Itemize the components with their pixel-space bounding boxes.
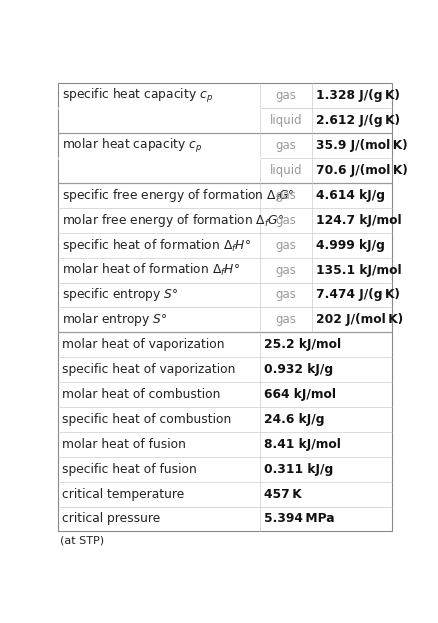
Text: 4.614 kJ/g: 4.614 kJ/g [315,189,384,202]
Text: 35.9 J/(mol K): 35.9 J/(mol K) [315,139,406,152]
Text: gas: gas [275,239,296,252]
Text: 1.328 J/(g K): 1.328 J/(g K) [315,89,399,102]
Text: molar free energy of formation $\Delta_f G°$: molar free energy of formation $\Delta_f… [62,212,284,229]
Text: 135.1 kJ/mol: 135.1 kJ/mol [315,264,400,277]
Text: 0.932 kJ/g: 0.932 kJ/g [264,363,332,376]
Text: gas: gas [275,313,296,326]
Text: specific heat of combustion: specific heat of combustion [62,413,231,426]
Text: specific entropy $S°$: specific entropy $S°$ [62,287,178,303]
Text: 24.6 kJ/g: 24.6 kJ/g [264,413,324,426]
Text: specific heat of vaporization: specific heat of vaporization [62,363,235,376]
Text: 70.6 J/(mol K): 70.6 J/(mol K) [315,164,406,177]
Text: critical pressure: critical pressure [62,513,160,525]
Text: critical temperature: critical temperature [62,488,184,501]
Text: 7.474 J/(g K): 7.474 J/(g K) [315,288,399,302]
Text: molar heat of vaporization: molar heat of vaporization [62,338,224,351]
Text: specific heat capacity $c_p$: specific heat capacity $c_p$ [62,87,213,105]
Text: 664 kJ/mol: 664 kJ/mol [264,388,336,401]
Text: specific heat of fusion: specific heat of fusion [62,463,197,476]
Text: gas: gas [275,214,296,227]
Text: specific free energy of formation $\Delta_f G°$: specific free energy of formation $\Delt… [62,187,295,204]
Text: 202 J/(mol K): 202 J/(mol K) [315,313,402,326]
Text: molar heat of fusion: molar heat of fusion [62,438,186,451]
Text: (at STP): (at STP) [60,536,104,546]
Text: 8.41 kJ/mol: 8.41 kJ/mol [264,438,340,451]
Text: 25.2 kJ/mol: 25.2 kJ/mol [264,338,340,351]
Text: molar heat of combustion: molar heat of combustion [62,388,220,401]
Text: 4.999 kJ/g: 4.999 kJ/g [315,239,384,252]
Text: molar heat of formation $\Delta_f H°$: molar heat of formation $\Delta_f H°$ [62,262,240,278]
Text: gas: gas [275,264,296,277]
Text: 124.7 kJ/mol: 124.7 kJ/mol [315,214,400,227]
Text: gas: gas [275,189,296,202]
Text: molar heat capacity $c_p$: molar heat capacity $c_p$ [62,136,202,155]
Text: liquid: liquid [269,164,301,177]
Text: 457 K: 457 K [264,488,301,501]
Text: 0.311 kJ/g: 0.311 kJ/g [264,463,332,476]
Text: specific heat of formation $\Delta_f H°$: specific heat of formation $\Delta_f H°$ [62,237,251,254]
Text: gas: gas [275,139,296,152]
Text: gas: gas [275,89,296,102]
Text: liquid: liquid [269,114,301,127]
Text: 5.394 MPa: 5.394 MPa [264,513,334,525]
Text: molar entropy $S°$: molar entropy $S°$ [62,312,167,328]
Text: gas: gas [275,288,296,302]
Text: 2.612 J/(g K): 2.612 J/(g K) [315,114,399,127]
